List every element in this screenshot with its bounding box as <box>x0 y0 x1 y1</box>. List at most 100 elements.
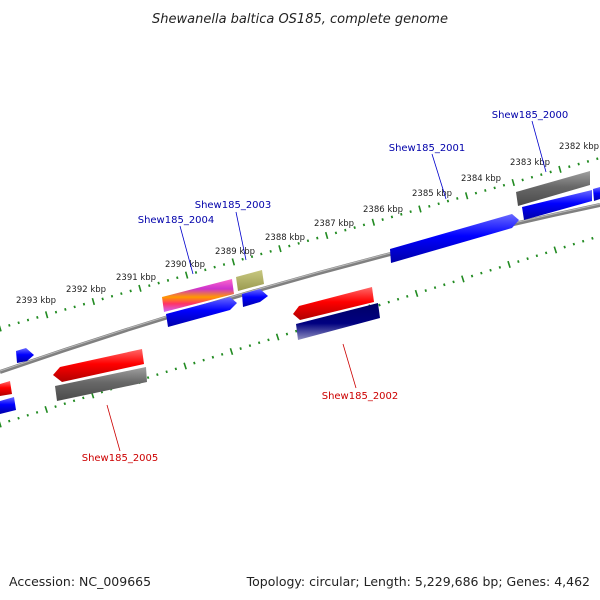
accession-label: Accession: NC_009665 <box>9 574 152 589</box>
gene-label-2004: Shew185_2004 <box>138 215 215 226</box>
major-tick <box>0 325 2 332</box>
kbp-labels: 2382 kbp 2383 kbp 2384 kbp 2385 kbp 2386… <box>16 142 599 306</box>
minor-tick <box>285 332 289 336</box>
gene-reverse-left-a <box>16 348 34 363</box>
minor-tick <box>72 399 76 403</box>
minor-tick <box>489 268 492 272</box>
gene-label-2003: Shew185_2003 <box>195 200 272 211</box>
major-tick <box>461 275 465 283</box>
minor-tick <box>549 170 552 174</box>
minor-tick <box>484 189 487 192</box>
kbp-label-2386: 2386 kbp <box>363 205 403 215</box>
minor-tick <box>474 191 478 195</box>
minor-tick <box>424 289 427 292</box>
minor-tick <box>110 294 114 298</box>
minor-tick <box>288 244 291 248</box>
minor-tick <box>220 352 224 356</box>
minor-tick <box>36 316 39 319</box>
minor-tick <box>239 347 242 350</box>
leader-2005 <box>106 404 121 452</box>
minor-tick <box>526 257 529 261</box>
minor-tick <box>433 286 437 290</box>
minor-tick <box>257 341 261 345</box>
minor-tick <box>193 361 196 365</box>
minor-tick <box>8 323 11 327</box>
major-tick <box>91 297 96 306</box>
minor-tick <box>544 251 548 255</box>
major-tick <box>418 205 422 213</box>
minor-tick <box>8 419 11 423</box>
kbp-label-2392: 2392 kbp <box>66 285 106 295</box>
minor-tick <box>400 212 403 216</box>
minor-tick <box>381 218 384 221</box>
minor-tick <box>17 321 20 325</box>
kbp-label-2385: 2385 kbp <box>412 189 452 199</box>
gene-label-2000: Shew185_2000 <box>492 110 569 121</box>
minor-tick <box>428 204 431 208</box>
minor-tick <box>101 297 104 301</box>
gene-reverse-left-b <box>0 397 16 414</box>
major-tick <box>371 218 376 226</box>
minor-tick <box>202 358 205 362</box>
outer-tick-track <box>0 157 599 332</box>
minor-tick <box>306 239 310 243</box>
minor-tick <box>165 370 168 374</box>
kbp-label-2390: 2390 kbp <box>165 260 205 270</box>
minor-tick <box>120 292 123 296</box>
minor-tick <box>297 241 300 245</box>
gene-labels: Shew185_2000 Shew185_2001 Shew185_2003 S… <box>82 110 569 464</box>
major-tick <box>414 289 419 298</box>
major-tick <box>138 284 142 292</box>
kbp-label-2393: 2393 kbp <box>16 296 56 306</box>
major-tick <box>44 405 49 414</box>
minor-tick <box>26 318 30 322</box>
minor-tick <box>443 283 446 287</box>
minor-tick <box>82 302 86 306</box>
major-tick <box>507 260 511 269</box>
minor-tick <box>409 210 412 214</box>
minor-tick <box>390 215 394 219</box>
minor-tick <box>353 226 356 229</box>
leader-2004 <box>179 225 194 275</box>
major-tick <box>558 165 562 173</box>
minor-tick <box>157 281 160 285</box>
minor-tick <box>362 223 366 227</box>
minor-tick <box>241 257 244 261</box>
leader-2003 <box>235 211 247 261</box>
minor-tick <box>568 165 571 169</box>
genome-summary: Topology: circular; Length: 5,229,686 bp… <box>246 574 590 589</box>
major-tick <box>511 178 515 187</box>
minor-tick <box>452 280 455 284</box>
minor-tick <box>17 416 20 420</box>
major-tick <box>183 362 187 370</box>
minor-tick <box>581 239 585 243</box>
kbp-label-2391: 2391 kbp <box>116 273 156 283</box>
minor-tick <box>294 329 298 333</box>
map-title: Shewanella baltica OS185, complete genom… <box>152 12 448 27</box>
minor-tick <box>498 265 502 269</box>
minor-tick <box>530 175 534 179</box>
minor-tick <box>396 297 400 301</box>
major-tick <box>231 258 236 266</box>
minor-tick <box>446 199 450 203</box>
minor-tick <box>456 197 459 200</box>
minor-tick <box>437 202 440 206</box>
kbp-label-2384: 2384 kbp <box>461 174 501 184</box>
minor-tick <box>82 396 85 400</box>
minor-tick <box>596 157 599 161</box>
minor-tick <box>517 260 520 263</box>
gene-label-2005: Shew185_2005 <box>82 453 159 464</box>
gene-forward-left <box>0 381 12 396</box>
minor-tick <box>316 236 319 240</box>
minor-tick <box>535 254 539 258</box>
major-tick <box>278 245 282 253</box>
kbp-label-2387: 2387 kbp <box>314 219 354 229</box>
genome-backbone <box>0 203 600 374</box>
major-tick <box>0 421 2 428</box>
minor-tick <box>54 405 57 408</box>
gene-reverse-2001 <box>390 214 519 263</box>
minor-tick <box>211 355 215 359</box>
minor-tick <box>260 252 263 256</box>
minor-tick <box>174 367 178 371</box>
leader-2001 <box>431 153 447 200</box>
